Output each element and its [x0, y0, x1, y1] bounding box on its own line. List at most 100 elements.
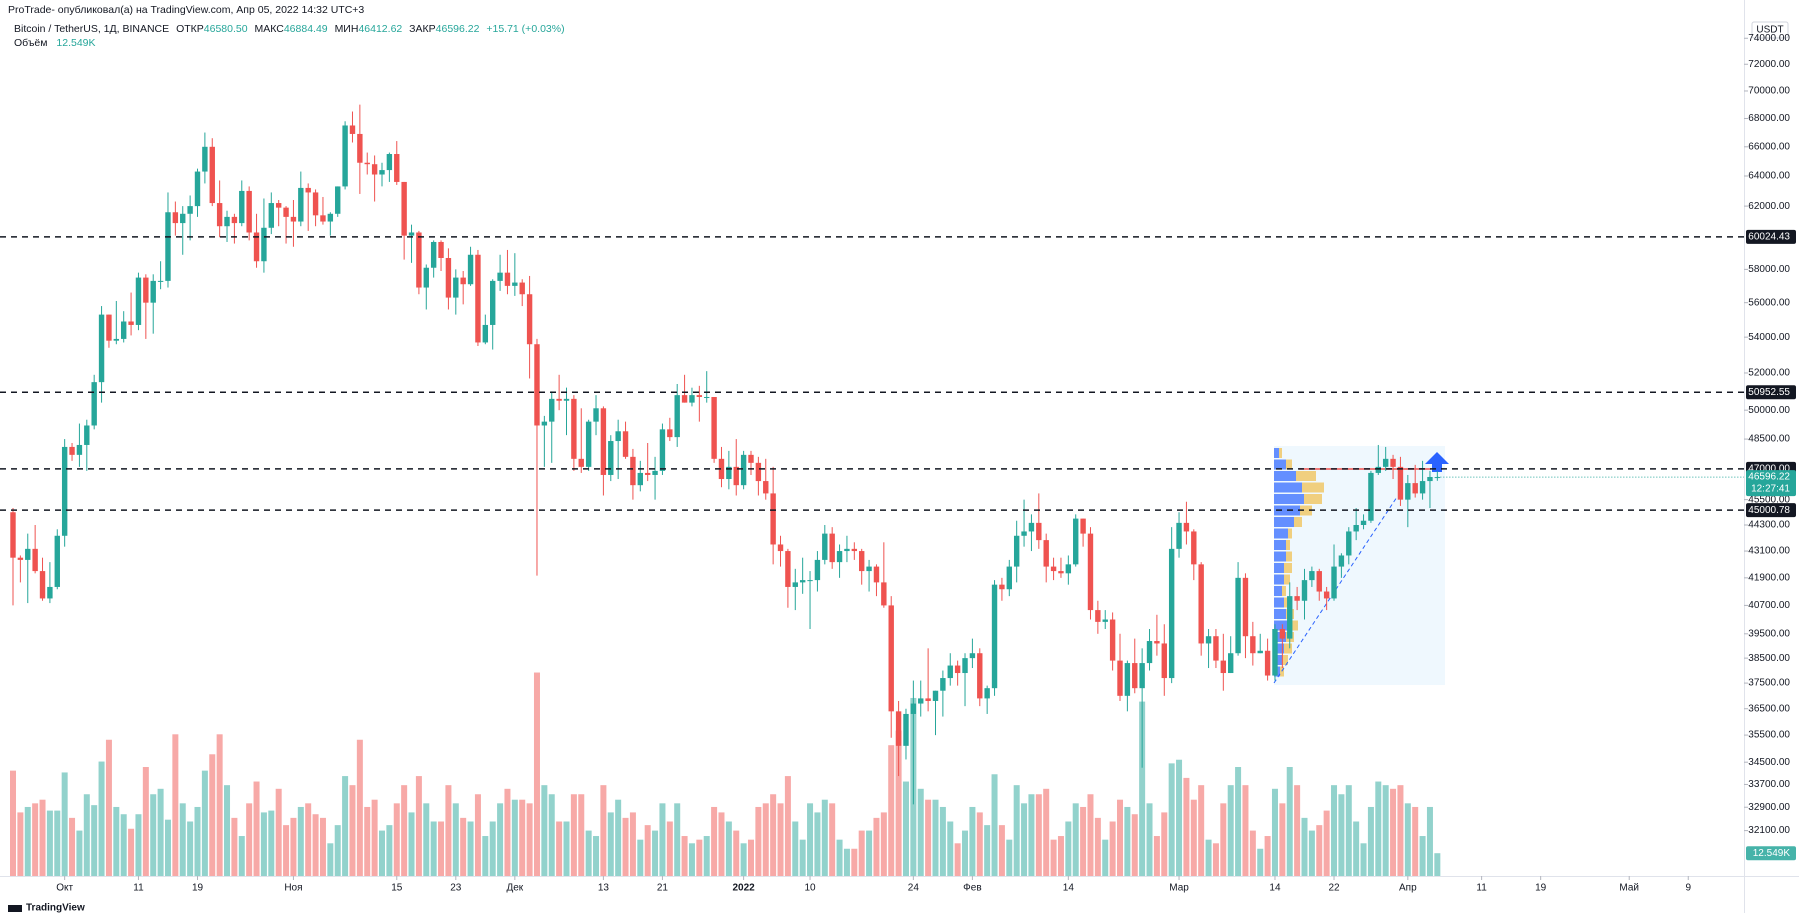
- candle-body: [534, 344, 540, 426]
- ohlc-value: 46884.49: [284, 23, 328, 35]
- candle-body: [1109, 619, 1116, 661]
- volume-bar: [1426, 806, 1433, 876]
- candle-body: [822, 533, 828, 560]
- candle-body: [386, 154, 393, 171]
- candle-body: [630, 456, 636, 486]
- price-tag-label: 46596.22: [1748, 472, 1790, 483]
- volume-bar: [784, 776, 791, 876]
- x-tick-label: 13: [598, 883, 610, 894]
- profile-bar: [1284, 563, 1292, 573]
- volume-bar: [445, 785, 452, 876]
- candle-body: [799, 580, 806, 583]
- x-tick-label: 19: [192, 883, 204, 894]
- volume-bar: [297, 806, 304, 876]
- candle-body: [1117, 660, 1123, 696]
- volume-bar: [105, 739, 112, 876]
- candle-body: [10, 512, 16, 558]
- volume-bar: [843, 848, 850, 876]
- currency-box[interactable]: [1751, 21, 1789, 39]
- volume-bar: [209, 754, 216, 876]
- volume-bar: [976, 812, 983, 876]
- candle-body: [69, 446, 75, 455]
- candle-body: [453, 277, 459, 298]
- volume-bar: [725, 821, 732, 876]
- volume-bar: [1035, 794, 1042, 876]
- candle-body: [504, 272, 511, 286]
- volume-bar: [1353, 821, 1360, 876]
- candle-body: [977, 653, 983, 699]
- volume-bar: [113, 806, 120, 876]
- profile-bar: [1286, 459, 1292, 470]
- volume-bar: [1345, 785, 1352, 876]
- volume-bar: [1301, 817, 1308, 876]
- profile-bars-down: [1279, 448, 1324, 677]
- candle-body: [615, 431, 621, 442]
- volume-bar: [836, 839, 843, 876]
- volume-bar: [895, 730, 902, 876]
- profile-bar: [1288, 528, 1292, 539]
- volume-bar: [1131, 814, 1138, 876]
- candle-body: [320, 215, 326, 222]
- candle-body: [121, 321, 127, 339]
- volume-bar: [998, 825, 1005, 876]
- candle-body: [1028, 522, 1035, 532]
- candle-body: [1132, 663, 1138, 689]
- candle-body: [1294, 596, 1300, 601]
- volume-bar: [17, 812, 24, 876]
- candle-body: [246, 190, 252, 233]
- volume-bar: [1021, 803, 1028, 876]
- candle-body: [1102, 619, 1108, 622]
- volume-bar: [902, 781, 909, 876]
- y-tick-label: 66000.00: [1748, 141, 1790, 152]
- volume-bar: [120, 814, 127, 876]
- profile-bar: [1274, 517, 1294, 527]
- volume-bar: [1367, 806, 1374, 876]
- volume-bar: [1190, 799, 1197, 876]
- y-tick-label: 62000.00: [1748, 201, 1790, 212]
- volume-bar: [246, 803, 253, 876]
- volume-bar: [925, 799, 932, 876]
- candle-body: [1050, 566, 1057, 572]
- candle-body: [1368, 472, 1374, 521]
- volume-bar: [452, 803, 459, 876]
- volume-bar: [829, 803, 836, 876]
- volume-bar: [888, 745, 895, 876]
- candle-body: [1021, 531, 1027, 536]
- volume-bar: [917, 788, 924, 876]
- candle-body: [674, 395, 680, 438]
- volume-bar: [1006, 839, 1013, 876]
- volume-bar: [880, 812, 887, 876]
- volume-bar: [718, 812, 725, 876]
- volume-bar: [1360, 843, 1367, 876]
- volume-bar: [312, 814, 319, 876]
- candle-body: [283, 207, 289, 217]
- y-tick-label: 38500.00: [1748, 653, 1790, 664]
- volume-bar: [666, 821, 673, 876]
- candle-body: [401, 181, 407, 236]
- candle-body: [460, 277, 466, 285]
- candle-body: [194, 171, 201, 207]
- volume-bar: [497, 803, 504, 876]
- currency[interactable]: USDT: [1756, 25, 1783, 36]
- candle-body: [1161, 643, 1167, 679]
- candle-body: [1397, 466, 1404, 500]
- candle-body: [1168, 548, 1175, 679]
- volume-bar: [1117, 799, 1123, 876]
- candle-body: [1309, 571, 1315, 581]
- volume-bar: [69, 817, 76, 876]
- ohlc-value: 46580.50: [204, 23, 248, 35]
- candle-body: [305, 187, 311, 193]
- volume-bar: [563, 821, 570, 876]
- candle-body: [128, 321, 134, 325]
- candle-body: [1191, 531, 1197, 565]
- candle-body: [1257, 650, 1263, 654]
- candle-body: [1338, 555, 1345, 567]
- candle-body: [792, 582, 798, 587]
- candle-body: [1073, 518, 1079, 565]
- candle-body: [423, 267, 429, 288]
- volume-bar: [1397, 785, 1404, 876]
- candle-body: [549, 398, 555, 422]
- candle-body: [755, 462, 762, 482]
- volume-bar: [10, 770, 16, 876]
- volume-bar: [54, 810, 61, 876]
